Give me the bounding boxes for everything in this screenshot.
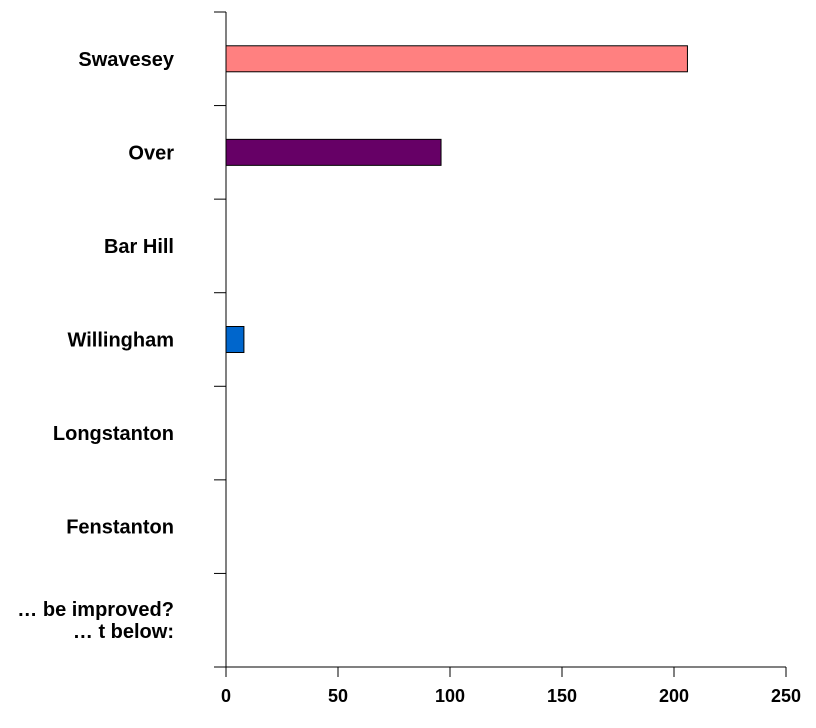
category-label: Longstanton xyxy=(53,423,174,445)
category-labels: Swavesey Over Bar Hill Willingham Longstanto… xyxy=(17,49,175,643)
bar-series xyxy=(225,45,688,353)
bar xyxy=(225,138,442,166)
x-tick-label: 50 xyxy=(328,686,348,706)
category-label: Fenstanton xyxy=(66,517,174,539)
x-tick-labels: 0 50 100 150 200 250 xyxy=(221,686,801,706)
category-label: … be improved?… t below: xyxy=(17,599,174,643)
x-tick-label: 100 xyxy=(435,686,465,706)
x-tick-label: 200 xyxy=(659,686,689,706)
bar xyxy=(225,45,688,73)
x-axis-ticks xyxy=(225,667,787,677)
bar xyxy=(225,326,245,353)
y-axis-ticks xyxy=(214,11,226,574)
category-label: Over xyxy=(128,142,174,164)
category-label: Bar Hill xyxy=(104,236,174,258)
x-tick-label: 250 xyxy=(771,686,801,706)
x-tick-label: 150 xyxy=(547,686,577,706)
category-label: Swavesey xyxy=(78,49,175,71)
category-label: Willingham xyxy=(68,330,174,352)
x-tick-label: 0 xyxy=(221,686,231,706)
